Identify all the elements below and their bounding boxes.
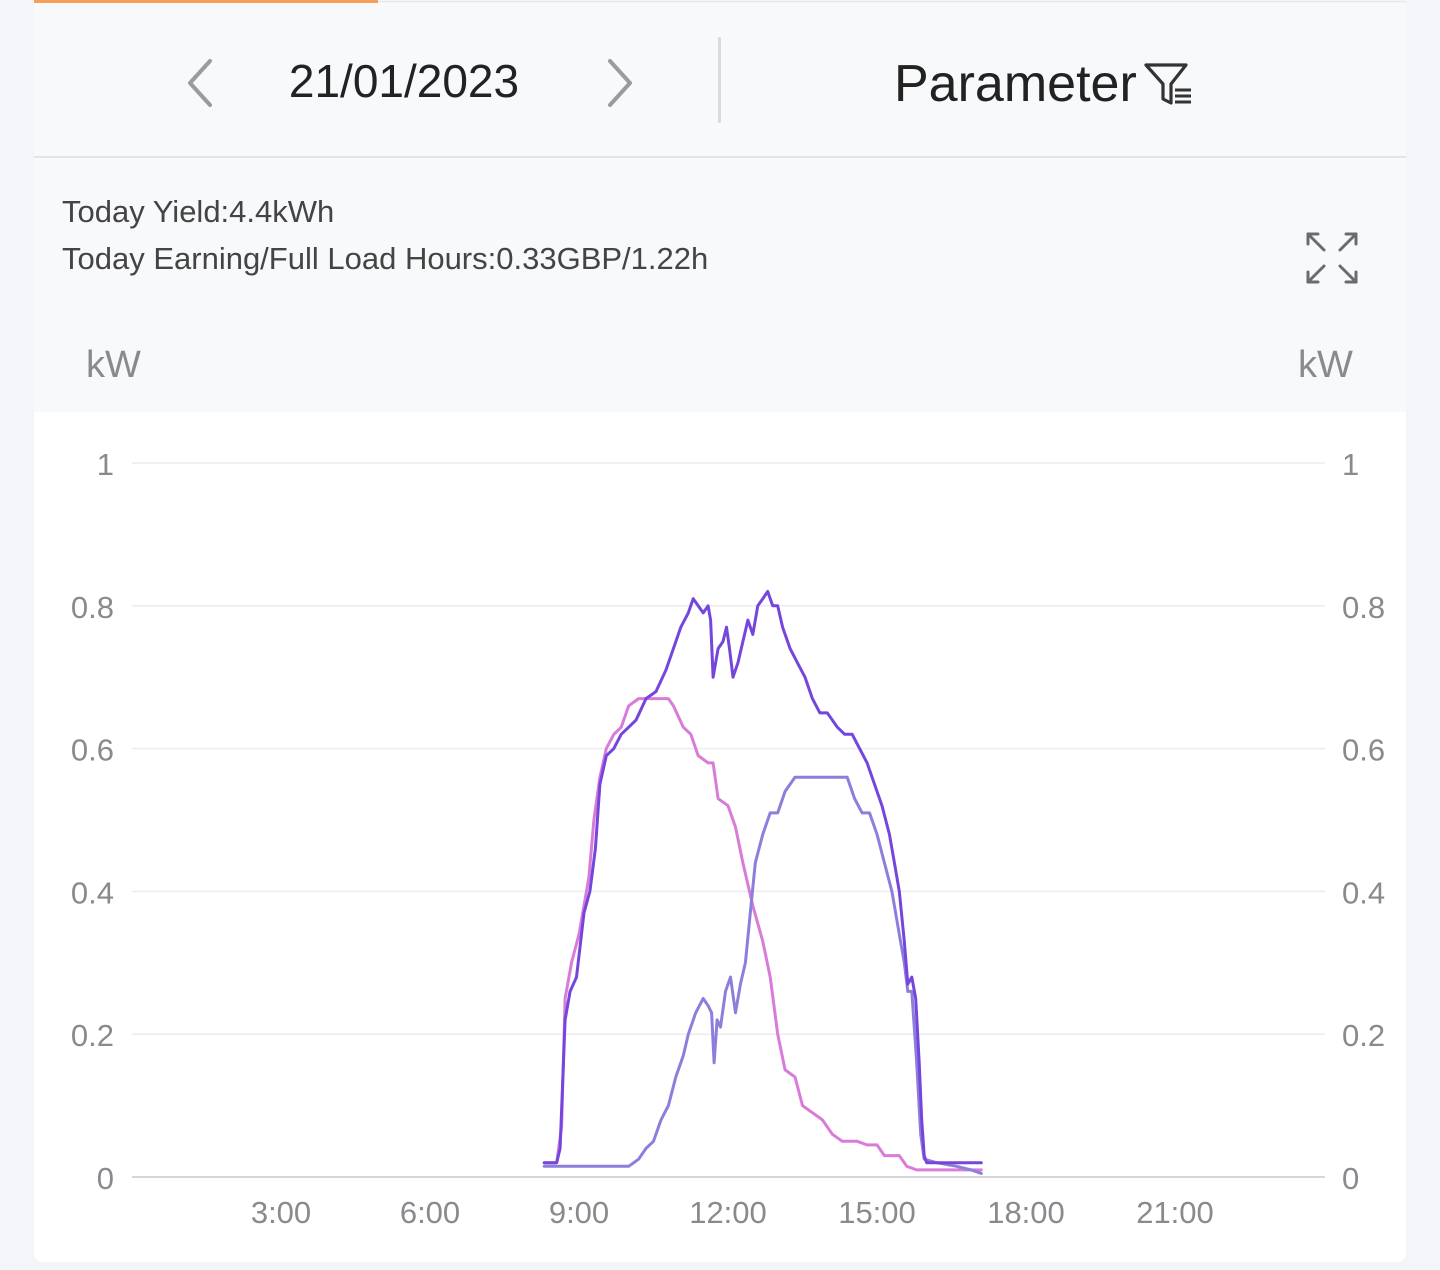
- y-tick-label-right: 0.2: [1342, 1018, 1385, 1053]
- y-tick-label-right: 0: [1342, 1161, 1359, 1196]
- expand-icon[interactable]: [1304, 230, 1360, 286]
- y-tick-label-right: 0.6: [1342, 733, 1385, 768]
- date-parameter-bar: 21/01/2023 Parameter: [34, 3, 1406, 158]
- x-tick-label: 12:00: [689, 1195, 767, 1230]
- stats-area: Today Yield:4.4kWh Today Earning/Full Lo…: [34, 158, 1406, 412]
- x-tick-label: 6:00: [400, 1195, 460, 1230]
- parameter-button[interactable]: Parameter: [894, 51, 1294, 117]
- y-tick-label-left: 1: [97, 447, 114, 482]
- tab-bar-divider: [378, 1, 1406, 2]
- series-line: [542, 775, 983, 1175]
- y-tick-label-left: 0.2: [71, 1018, 114, 1053]
- series-line: [542, 697, 983, 1172]
- selected-date[interactable]: 21/01/2023: [288, 55, 520, 107]
- y-tick-label-left: 0.6: [71, 733, 114, 768]
- y-tick-label-right: 0.4: [1342, 875, 1385, 910]
- right-axis-unit: kW: [1298, 344, 1353, 386]
- chevron-left-icon[interactable]: [182, 55, 218, 111]
- x-tick-label: 21:00: [1136, 1195, 1214, 1230]
- active-tab-indicator: [34, 0, 378, 3]
- parameter-label: Parameter: [894, 55, 1137, 113]
- y-tick-label-left: 0.8: [71, 590, 114, 625]
- header-divider: [718, 37, 721, 123]
- today-yield: Today Yield:4.4kWh: [62, 194, 335, 229]
- today-earning: Today Earning/Full Load Hours:0.33GBP/1.…: [62, 241, 709, 276]
- y-tick-label-left: 0: [97, 1161, 114, 1196]
- x-tick-label: 3:00: [251, 1195, 311, 1230]
- x-tick-label: 9:00: [549, 1195, 609, 1230]
- left-axis-unit: kW: [86, 344, 141, 386]
- x-tick-label: 18:00: [987, 1195, 1065, 1230]
- y-tick-label-right: 0.8: [1342, 590, 1385, 625]
- filter-list-icon: [1144, 63, 1191, 105]
- y-tick-label-right: 1: [1342, 447, 1359, 482]
- x-tick-label: 15:00: [838, 1195, 916, 1230]
- series-line: [542, 590, 983, 1165]
- y-tick-label-left: 0.4: [71, 875, 114, 910]
- chevron-right-icon[interactable]: [602, 55, 638, 111]
- chart-card: Today Yield:4.4kWh Today Earning/Full Lo…: [34, 158, 1406, 1262]
